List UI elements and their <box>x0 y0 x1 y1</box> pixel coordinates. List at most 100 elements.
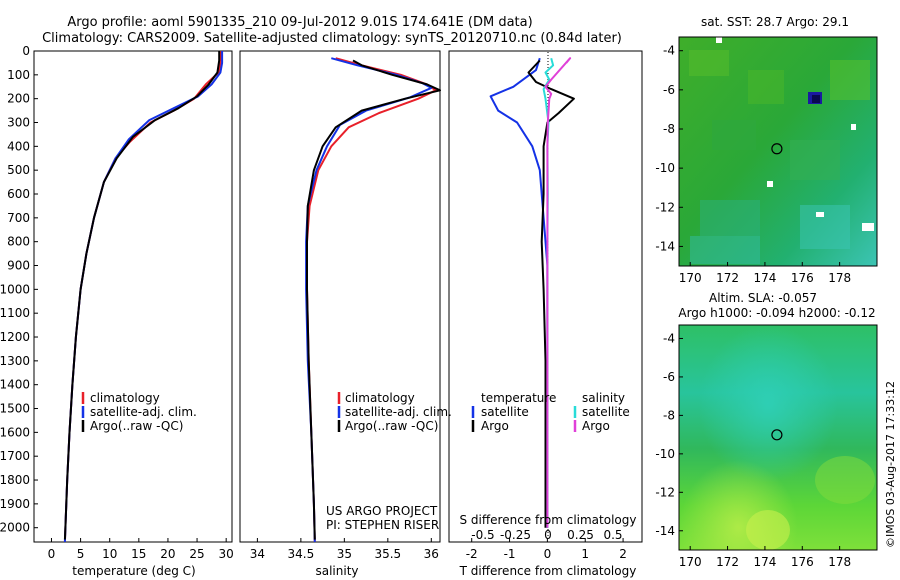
temperature-series-group <box>63 51 224 543</box>
sst-missing-pixel <box>851 124 856 130</box>
sst-map-title: sat. SST: 28.7 Argo: 29.1 <box>701 15 849 29</box>
map-x-tick-label: 174 <box>753 271 776 285</box>
legend-s-argo-label: Argo <box>582 419 610 433</box>
sla-map-panel: Altim. SLA: -0.057 Argo h1000: -0.094 h2… <box>655 291 878 569</box>
series-line <box>489 57 549 528</box>
depth-tick-label: 700 <box>7 211 30 225</box>
depth-tick-label: 1500 <box>0 402 30 416</box>
depth-tick-label: 1200 <box>0 330 30 344</box>
salinity-axes <box>239 50 441 543</box>
legend-climatology-label: climatology <box>90 391 160 405</box>
map-y-tick-label: -8 <box>663 408 675 422</box>
map-y-tick-label: -12 <box>655 485 675 499</box>
sst-patch <box>800 205 850 249</box>
legend-s-satellite-label: satellite <box>582 405 630 419</box>
sla-bright-patch <box>815 456 875 504</box>
depth-tick-label: 1300 <box>0 354 30 368</box>
temperature-panel: 0100200300400500600700800900100011001200… <box>0 44 234 578</box>
map-x-tick-label: 176 <box>791 555 814 569</box>
salinity-panel: 34 34.5 35 35.5 36 salinity climatology sate… <box>239 50 452 578</box>
map-y-tick-label: -14 <box>655 524 675 538</box>
series-line <box>306 59 441 540</box>
difference-legend: temperature satellite Argo salinity sate… <box>471 391 630 433</box>
map-x-tick-label: 178 <box>828 555 851 569</box>
s-tick-label: 0.25 <box>567 528 594 542</box>
map-x-tick-label: 174 <box>753 555 776 569</box>
map-x-tick-label: 172 <box>716 555 739 569</box>
legend-satellite-label: satellite-adj. clim. <box>345 405 452 419</box>
series-line <box>305 57 433 543</box>
sla-tick-group: 170 172 174 176 178 -4 -6 -8 -10 -12 -14 <box>655 331 851 569</box>
legend-temperature-title: temperature <box>481 391 556 405</box>
depth-tick-label: 1900 <box>0 497 30 511</box>
sst-patch <box>712 120 756 150</box>
x-tick-label: 0 <box>544 547 552 561</box>
x-tick-label: 20 <box>160 547 175 561</box>
map-y-tick-label: -10 <box>655 161 675 175</box>
x-tick-label: 36 <box>424 547 439 561</box>
difference-panel: -2 -1 0 1 2 -0.5 -0.25 0 0.25 0.5 S difference f… <box>448 50 643 578</box>
depth-tick-label: 0 <box>22 44 30 58</box>
depth-tick-label: 600 <box>7 187 30 201</box>
x-tick-label: 30 <box>219 547 234 561</box>
x-tick-label: 1 <box>581 547 589 561</box>
project-annotation-line1: US ARGO PROJECT <box>326 504 438 518</box>
depth-tick-label: 1000 <box>0 282 30 296</box>
difference-series-group <box>489 57 575 528</box>
depth-tick-label: 1800 <box>0 473 30 487</box>
x-tick-label: 25 <box>189 547 204 561</box>
depth-tick-label: 200 <box>7 92 30 106</box>
map-y-tick-label: -12 <box>655 200 675 214</box>
depth-tick-label: 500 <box>7 163 30 177</box>
depth-tick-label: 1600 <box>0 425 30 439</box>
x-tick-label: 0 <box>48 547 56 561</box>
depth-tick-label: 1400 <box>0 378 30 392</box>
s-tick-label: -0.25 <box>500 528 531 542</box>
sla-map-frame <box>678 324 878 551</box>
sla-map-title-line1: Altim. SLA: -0.057 <box>709 291 817 305</box>
temperature-legend: climatology satellite-adj. clim. Argo(..… <box>81 391 197 433</box>
x-tick-label: 35.5 <box>374 547 401 561</box>
map-y-tick-label: -6 <box>663 83 675 97</box>
series-line <box>63 51 222 543</box>
s-difference-label: S difference from climatology <box>460 513 637 527</box>
sst-tick-group: 170 172 174 176 178 -4 -6 -8 -10 -12 -14 <box>655 44 851 285</box>
project-annotation-line2: PI: STEPHEN RISER <box>326 518 439 532</box>
argo-location-marker <box>771 429 783 441</box>
x-tick-label: -1 <box>504 547 516 561</box>
series-line <box>63 51 224 543</box>
salinity-xlabel: salinity <box>315 564 358 578</box>
depth-tick-label: 1700 <box>0 449 30 463</box>
map-x-tick-label: 170 <box>679 271 702 285</box>
sst-patch <box>790 140 840 180</box>
depth-tick-label: 900 <box>7 259 30 273</box>
depth-tick-group: 0 100 200 300 400 500 600 700 800 900 1000 1100 1200… <box>0 44 38 535</box>
s-tick-label: 0.5 <box>603 528 622 542</box>
map-x-tick-label: 170 <box>679 555 702 569</box>
x-tick-label: -2 <box>466 547 478 561</box>
legend-satellite-label: satellite-adj. clim. <box>90 405 197 419</box>
depth-tick-label: 2000 <box>0 521 30 535</box>
legend-t-argo-label: Argo <box>481 419 509 433</box>
map-x-tick-label: 176 <box>791 271 814 285</box>
series-line <box>544 57 572 528</box>
temperature-axes <box>33 50 233 543</box>
depth-tick-label: 400 <box>7 139 30 153</box>
x-tick-label: 2 <box>619 547 627 561</box>
sst-patch <box>830 60 870 100</box>
series-line <box>63 51 221 540</box>
s-tick-label: -0.5 <box>471 528 494 542</box>
sst-patch <box>690 236 760 264</box>
x-tick-label: 5 <box>77 547 85 561</box>
map-y-tick-label: -6 <box>663 370 675 384</box>
legend-argo-label: Argo(..raw -QC) <box>90 419 183 433</box>
map-y-tick-label: -4 <box>663 44 675 58</box>
depth-tick-label: 300 <box>7 116 30 130</box>
legend-argo-label: Argo(..raw -QC) <box>345 419 438 433</box>
map-y-tick-label: -8 <box>663 122 675 136</box>
map-y-tick-label: -14 <box>655 239 675 253</box>
map-y-tick-label: -10 <box>655 447 675 461</box>
depth-tick-label: 800 <box>7 235 30 249</box>
credit-label: ©IMOS 03-Aug-2017 17:33:12 <box>884 381 897 548</box>
